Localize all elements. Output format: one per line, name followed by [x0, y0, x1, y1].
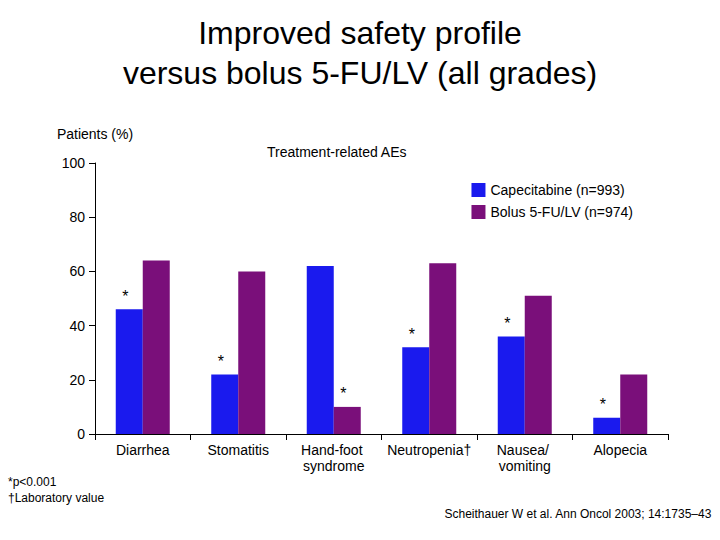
svg-text:Nausea/: Nausea/: [497, 442, 553, 458]
svg-text:Alopecia: Alopecia: [593, 442, 647, 458]
svg-text:*: *: [218, 353, 224, 370]
svg-text:Bolus 5-FU/LV (n=974): Bolus 5-FU/LV (n=974): [490, 204, 633, 220]
svg-text:*: *: [504, 315, 510, 332]
svg-text:Neutropenia†: Neutropenia†: [387, 442, 471, 458]
svg-text:Treatment-related AEs: Treatment-related AEs: [267, 144, 407, 160]
svg-text:*: *: [409, 326, 415, 343]
svg-text:20: 20: [69, 372, 85, 388]
svg-text:40: 40: [69, 318, 85, 334]
svg-text:Patients (%): Patients (%): [57, 126, 133, 142]
svg-text:†Laboratory value: †Laboratory value: [8, 491, 104, 505]
svg-text:Improved safety profile: Improved safety profile: [198, 15, 522, 51]
svg-text:syndrome: syndrome: [303, 458, 365, 474]
svg-text:vomiting: vomiting: [499, 458, 551, 474]
svg-text:80: 80: [69, 209, 85, 225]
svg-text:*: *: [122, 288, 128, 305]
svg-text:Stomatitis: Stomatitis: [208, 442, 269, 458]
svg-text:Capecitabine (n=993): Capecitabine (n=993): [490, 182, 624, 198]
svg-text:*p<0.001: *p<0.001: [8, 475, 57, 489]
svg-text:0: 0: [77, 426, 85, 442]
svg-text:*: *: [600, 396, 606, 413]
svg-text:versus bolus 5-FU/LV (all grad: versus bolus 5-FU/LV (all grades): [123, 55, 597, 91]
svg-text:*: *: [340, 385, 346, 402]
svg-text:60: 60: [69, 263, 85, 279]
svg-text:Hand-foot: Hand-foot: [301, 442, 366, 458]
svg-text:Diarrhea: Diarrhea: [116, 442, 170, 458]
svg-text:100: 100: [62, 155, 86, 171]
svg-text:Scheithauer W et al. Ann Oncol: Scheithauer W et al. Ann Oncol 2003; 14:…: [444, 507, 711, 521]
